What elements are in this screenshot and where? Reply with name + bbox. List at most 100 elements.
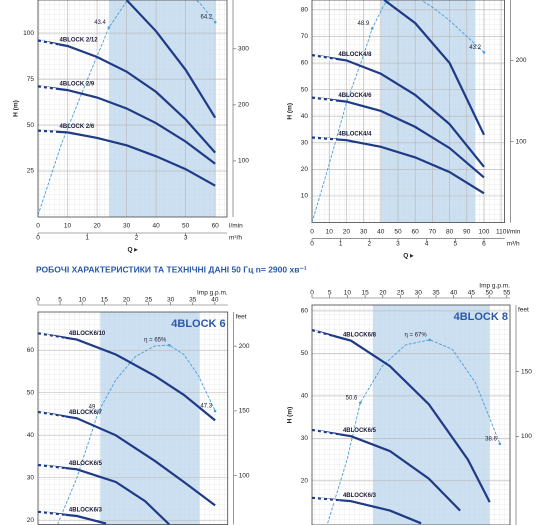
annotation-point <box>213 409 217 413</box>
x-tick-label: 60 <box>412 228 420 235</box>
y-tick-label: 40 <box>301 393 309 400</box>
y-tick-label: 20 <box>301 166 309 173</box>
annotation: 38.6 <box>485 436 497 442</box>
dash-overlay <box>312 53 337 62</box>
x-tick-label: 90 <box>463 228 471 235</box>
annotation: η = 65% <box>144 338 167 344</box>
pump-curve <box>38 129 216 187</box>
dash-overlay <box>312 136 337 142</box>
pump-curve <box>312 96 485 179</box>
y-tick-label: 20 <box>301 478 309 485</box>
x2-tick-label: 2 <box>368 240 372 247</box>
curve-label: 4BLOCK 2/9 <box>60 82 95 88</box>
chart-title: 4BLOCK 8 <box>454 311 508 323</box>
pump-curve <box>383 0 485 136</box>
y-tick-label: 75 <box>27 76 35 83</box>
dash-overlay <box>38 39 60 48</box>
annotation: 43.4 <box>94 20 106 26</box>
efficiency-curve <box>57 344 216 525</box>
x2-tick-label: 0 <box>36 297 40 304</box>
x-tick-label: 40 <box>153 223 161 230</box>
y-tick-label: 100 <box>23 30 34 37</box>
y2-tick-label: 150 <box>521 368 532 375</box>
dash-overlay <box>312 96 337 103</box>
operating-band <box>372 305 490 525</box>
x-tick-label: 40 <box>377 228 385 235</box>
y-tick-label: 20 <box>27 517 35 524</box>
y2-tick-label: 300 <box>238 46 249 53</box>
annotation-point <box>498 442 502 446</box>
dash-overlay <box>312 496 340 503</box>
x2-tick-label: 0 <box>310 290 314 297</box>
curve-label: 4BLOCK 2/6 <box>60 124 95 130</box>
x-tick-label: 30 <box>123 223 131 230</box>
pump-curve <box>312 329 491 503</box>
x-tick-label: 80 <box>446 228 454 235</box>
y2-tick-label: 100 <box>521 433 532 440</box>
x2-tick-label: 50 <box>485 290 493 297</box>
y-axis-label: H (m) <box>287 407 294 424</box>
pump-curve <box>312 136 485 195</box>
y-tick-label: 50 <box>27 389 35 396</box>
y2-label: feet <box>518 307 529 314</box>
x2-tick-label: 25 <box>145 297 153 304</box>
curve-label: 4BLOCK4/4 <box>338 132 372 138</box>
operating-band <box>380 0 476 223</box>
dash-overlay <box>312 328 340 342</box>
pump-curve <box>38 410 216 507</box>
x2-tick-label: 10 <box>344 290 352 297</box>
annotation-point <box>359 401 362 404</box>
x2-tick-label: 1 <box>85 235 89 242</box>
annotation: 47.3 <box>200 404 212 410</box>
x2-label: Imp g.p.m. <box>479 283 510 290</box>
pump-curve <box>312 54 485 168</box>
efficiency-curve <box>327 339 501 524</box>
annotation-point <box>428 338 432 342</box>
annotation: 43.2 <box>469 45 481 51</box>
y2-tick-label: 200 <box>239 343 250 350</box>
x2-tick-label: 2 <box>135 235 139 242</box>
x2-tick-label: 0 <box>36 235 40 242</box>
efficiency-curve <box>312 0 485 223</box>
x-tick-label: 0 <box>36 223 40 230</box>
y-tick-label: 40 <box>27 432 35 439</box>
x-tick-label: 10 <box>326 228 334 235</box>
x-unit: l/min <box>229 223 243 230</box>
x2-tick-label: 5 <box>453 240 457 247</box>
annotation: 49 <box>89 404 96 410</box>
pump-curve <box>38 39 217 154</box>
dash-overlay <box>38 331 66 341</box>
y-tick-label: 30 <box>27 474 35 481</box>
y-tick-label: 60 <box>301 60 309 67</box>
dash-overlay <box>38 410 66 420</box>
x2-tick-label: 1 <box>339 240 343 247</box>
x2-tick-label: 45 <box>468 290 476 297</box>
annotation: 48.9 <box>358 21 370 27</box>
curve-label: 4BLOCK6/8 <box>343 332 377 338</box>
annotation-point <box>370 27 374 30</box>
curve-label: 4BLOCK6/7 <box>69 410 103 416</box>
x-tick-label: 50 <box>182 223 190 230</box>
x-tick-label: 50 <box>394 228 402 235</box>
efficiency-curve <box>38 0 216 216</box>
pump-curve <box>38 332 216 422</box>
curve-label: 4BLOCK6/3 <box>69 508 103 514</box>
x-tick-label: 110 <box>496 228 507 235</box>
plot-area <box>38 331 216 525</box>
y2-tick-label: 100 <box>516 138 527 145</box>
x2-tick-label: 0 <box>310 240 314 247</box>
y-tick-label: 50 <box>27 122 35 129</box>
dash-overlay <box>38 85 59 92</box>
x2-label: m³/h <box>229 235 242 242</box>
plot-frame <box>311 304 511 525</box>
x2-tick-label: 40 <box>450 290 458 297</box>
curve-label: 4BLOCK6/5 <box>69 461 103 467</box>
dash-overlay <box>38 129 59 134</box>
y2-tick-label: 200 <box>516 57 527 64</box>
x2-tick-label: 10 <box>79 297 87 304</box>
plot-frame <box>311 0 506 224</box>
x2-tick-label: 15 <box>362 290 370 297</box>
x2-tick-label: 6 <box>482 240 486 247</box>
